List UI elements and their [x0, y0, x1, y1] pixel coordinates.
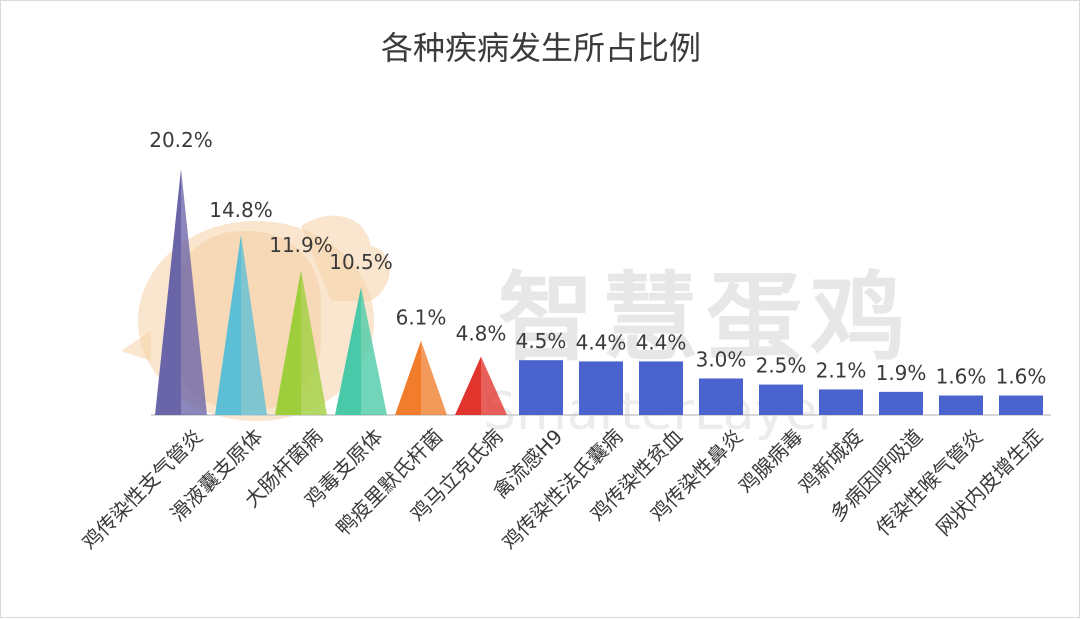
data-label: 4.4%: [636, 330, 687, 354]
category-label: 鸭疫里默氏杆菌: [331, 424, 447, 540]
chart-marks: [155, 169, 1043, 415]
data-labels: 20.2% 14.8% 11.9%10.5% 6.1% 4.8% 4.5% 4.4% 4.4%…: [149, 128, 1046, 389]
cone-mark: [455, 356, 481, 415]
data-label: 2.5%: [756, 354, 807, 378]
watermark-hen-comb: [301, 215, 390, 301]
data-label: 3.0%: [696, 347, 747, 371]
watermark-text: 智慧蛋鸡: [498, 262, 914, 374]
bar-mark: [879, 391, 923, 415]
cone-mark-shade: [301, 270, 327, 415]
bar-mark: [519, 360, 563, 415]
cone-mark-shade: [421, 340, 447, 415]
cone-mark: [395, 340, 421, 415]
data-label: 4.4%: [576, 330, 627, 354]
watermark-hen-beak: [121, 331, 151, 361]
data-label: 6.1%: [396, 306, 447, 330]
bar-mark: [999, 395, 1043, 415]
bar-mark: [819, 389, 863, 415]
cone-mark: [335, 287, 361, 415]
data-label: 1.6%: [936, 365, 987, 389]
data-label: 11.9%: [269, 233, 333, 257]
cone-mark-shade: [241, 234, 267, 415]
cone-mark: [155, 169, 181, 415]
bar-mark: [699, 378, 743, 415]
cone-mark: [215, 234, 241, 415]
bar-mark: [639, 361, 683, 415]
bar-mark: [939, 395, 983, 415]
chart-title: 各种疾病发生所占比例: [381, 29, 701, 67]
data-label: 10.5%: [329, 250, 393, 274]
cone-mark-shade: [481, 356, 507, 415]
cone-mark-shade: [181, 169, 207, 415]
category-label: 网状内皮增生症: [931, 424, 1047, 540]
category-label: 传染性喉气管炎: [871, 424, 987, 540]
bar-mark: [579, 361, 623, 415]
bar-mark: [759, 384, 803, 415]
cone-mark-shade: [361, 287, 387, 415]
data-label: 20.2%: [149, 128, 213, 152]
cone-mark: [275, 270, 301, 415]
data-label: 14.8%: [209, 198, 273, 222]
data-label: 4.8%: [456, 322, 507, 346]
data-label: 1.6%: [996, 365, 1047, 389]
category-labels: 鸡传染性支气管炎滑液囊支原体大肠杆菌病鸡毒支原体鸭疫里默氏杆菌鸡马立克氏病禽流感…: [77, 424, 1047, 554]
data-label: 2.1%: [816, 358, 867, 382]
data-label: 4.5%: [516, 329, 567, 353]
data-label: 1.9%: [876, 361, 927, 385]
